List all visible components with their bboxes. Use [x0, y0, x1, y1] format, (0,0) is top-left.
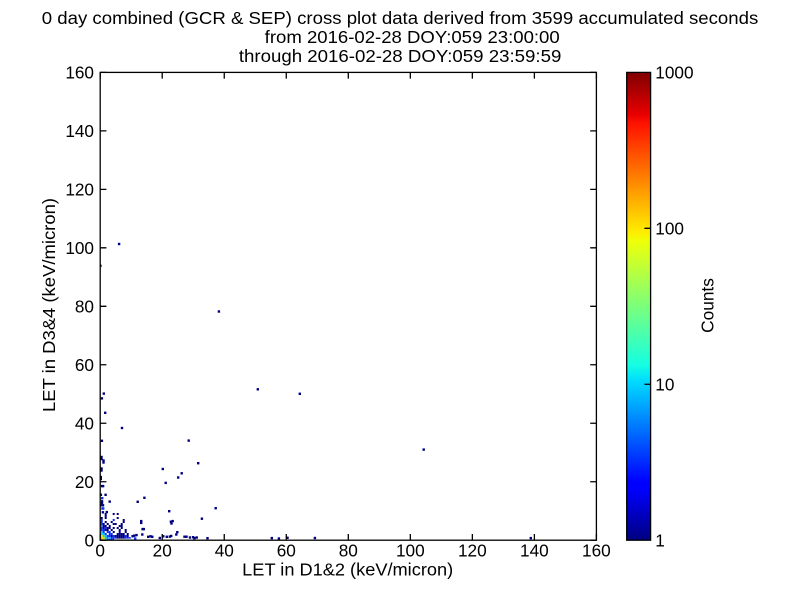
svg-text:Counts: Counts: [698, 278, 718, 333]
svg-text:160: 160: [582, 541, 611, 561]
svg-text:1: 1: [655, 530, 665, 550]
svg-text:40: 40: [75, 413, 94, 433]
svg-text:10: 10: [655, 374, 674, 394]
svg-text:20: 20: [153, 541, 172, 561]
svg-text:40: 40: [215, 541, 234, 561]
svg-text:140: 140: [65, 121, 94, 141]
svg-text:20: 20: [75, 472, 94, 492]
svg-text:120: 120: [65, 179, 94, 199]
svg-text:0: 0: [95, 541, 105, 561]
svg-text:60: 60: [75, 355, 94, 375]
svg-text:80: 80: [75, 296, 94, 316]
svg-text:0 day combined (GCR & SEP) cro: 0 day combined (GCR & SEP) cross plot da…: [42, 8, 759, 28]
svg-text:100: 100: [65, 238, 94, 258]
svg-text:LET in D1&2 (keV/micron): LET in D1&2 (keV/micron): [242, 560, 453, 580]
svg-text:0: 0: [84, 530, 94, 550]
svg-text:100: 100: [655, 218, 684, 238]
svg-text:LET in D3&4 (keV/micron): LET in D3&4 (keV/micron): [39, 198, 59, 412]
svg-text:140: 140: [520, 541, 549, 561]
svg-text:80: 80: [339, 541, 358, 561]
svg-text:100: 100: [396, 541, 425, 561]
svg-text:through 2016-02-28 DOY:059 23:: through 2016-02-28 DOY:059 23:59:59: [239, 46, 562, 66]
svg-text:120: 120: [458, 541, 487, 561]
svg-text:160: 160: [65, 63, 94, 83]
svg-text:1000: 1000: [655, 63, 693, 83]
svg-text:60: 60: [277, 541, 296, 561]
svg-text:from 2016-02-28 DOY:059 23:00:: from 2016-02-28 DOY:059 23:00:00: [265, 27, 560, 47]
